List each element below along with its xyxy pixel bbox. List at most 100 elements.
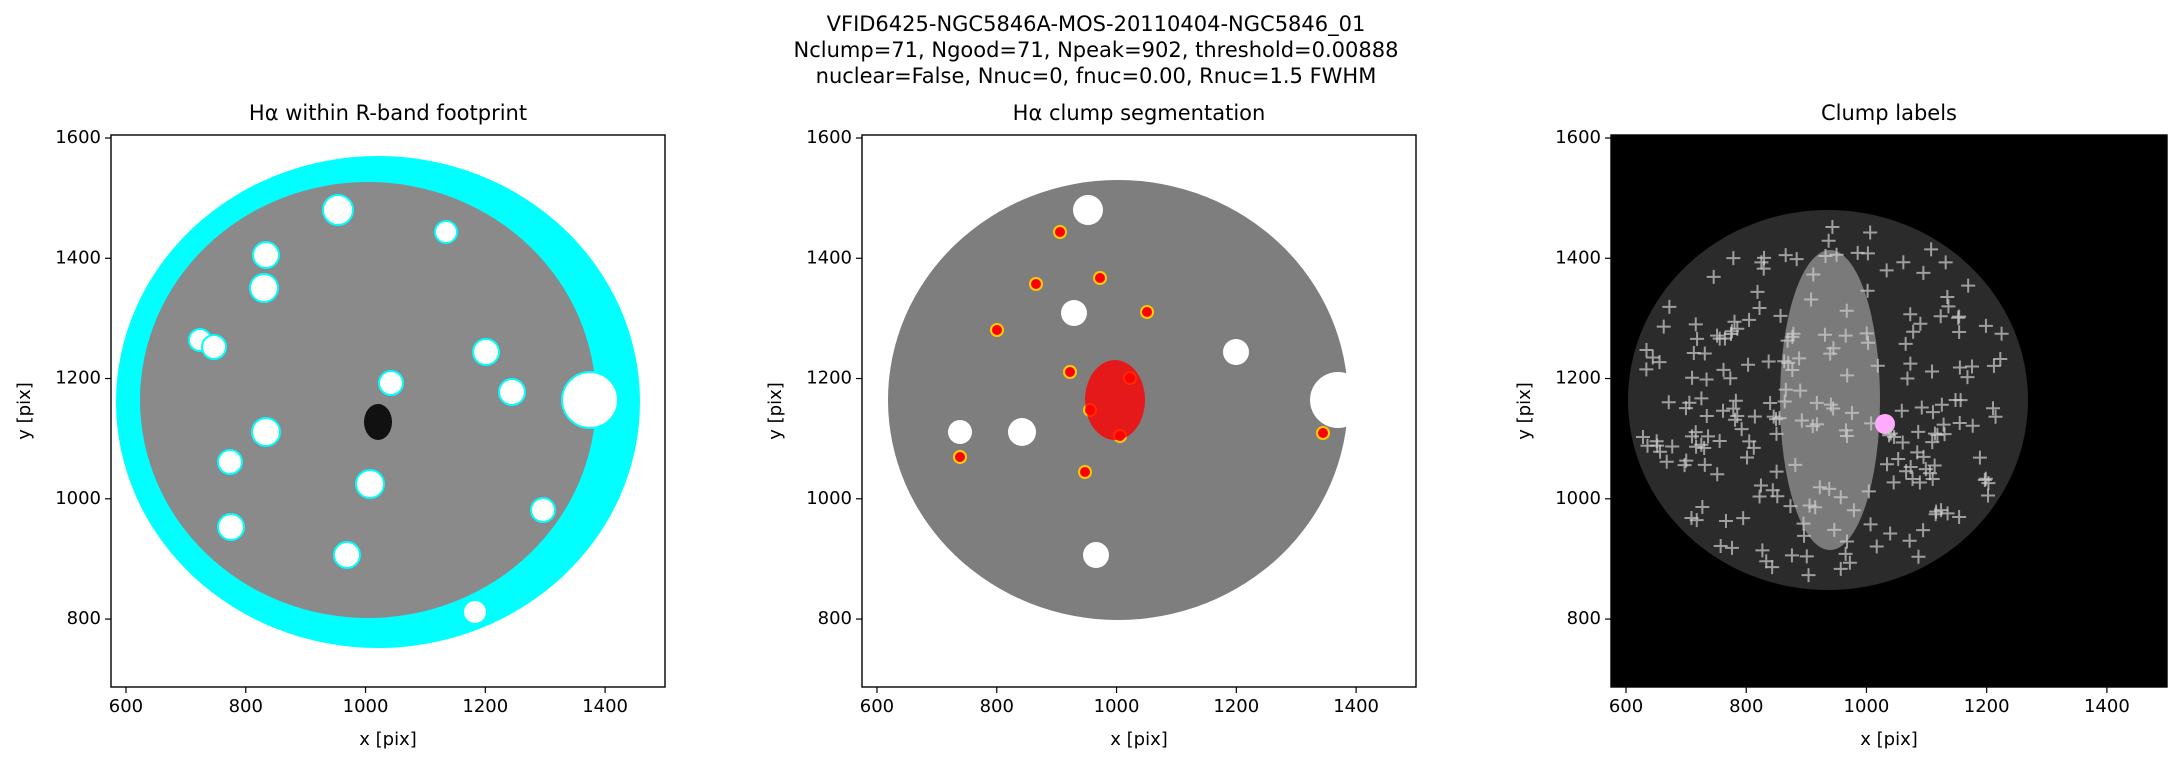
- label-cross: [1716, 362, 1731, 377]
- label-cross: [1773, 308, 1788, 323]
- label-cross: [1697, 440, 1712, 455]
- label-cross: [1898, 336, 1913, 351]
- label-cross: [1903, 460, 1918, 475]
- label-cross: [1713, 539, 1728, 554]
- x-tick-label: 1400: [2084, 696, 2130, 717]
- x-tick-label: 1200: [1213, 696, 1259, 717]
- label-cross: [1766, 409, 1781, 424]
- label-cross: [1913, 316, 1928, 331]
- x-tick-label: 1000: [1094, 696, 1140, 717]
- axes-title: Clump labels: [1821, 101, 1957, 125]
- label-cross: [1724, 540, 1739, 555]
- x-tick-label: 600: [1609, 696, 1643, 717]
- label-cross: [1730, 321, 1745, 336]
- y-tick-label: 800: [67, 608, 101, 629]
- label-cross: [1911, 549, 1926, 564]
- label-cross: [1752, 300, 1767, 315]
- label-cross: [1754, 255, 1769, 270]
- label-cross: [1833, 561, 1848, 576]
- x-tick-label: 1400: [582, 696, 628, 717]
- x-tick-label: 600: [109, 696, 143, 717]
- y-tick-label: 1400: [1555, 247, 1601, 268]
- label-cross: [1916, 265, 1931, 280]
- label-cross: [1912, 475, 1927, 490]
- label-cross: [1661, 395, 1676, 410]
- label-cross: [1649, 434, 1664, 449]
- label-cross: [1925, 405, 1940, 420]
- label-cross: [1861, 484, 1876, 499]
- axes-frame: [110, 134, 666, 688]
- label-cross: [1727, 314, 1742, 329]
- label-cross: [1903, 307, 1918, 322]
- label-cross: [1965, 418, 1980, 433]
- label-cross: [1818, 248, 1833, 263]
- label-cross: [1761, 354, 1776, 369]
- label-cross: [1742, 312, 1757, 327]
- label-cross: [1951, 310, 1966, 325]
- label-cross: [1794, 413, 1809, 428]
- label-cross: [1822, 481, 1837, 496]
- label-cross: [1645, 350, 1660, 365]
- label-cross: [1846, 503, 1861, 518]
- label-cross: [1785, 363, 1800, 378]
- label-cross: [1809, 395, 1824, 410]
- label-cross: [1699, 372, 1714, 387]
- x-tick-label: 800: [1729, 696, 1763, 717]
- y-tick-label: 1600: [1555, 127, 1601, 148]
- label-cross: [1864, 416, 1879, 431]
- label-cross: [1925, 364, 1940, 379]
- label-cross: [1801, 568, 1816, 583]
- label-cross: [1640, 438, 1655, 453]
- label-cross: [1778, 382, 1793, 397]
- label-cross: [1682, 395, 1697, 410]
- label-cross: [1799, 549, 1814, 564]
- y-axis-label: y [pix]: [14, 382, 35, 440]
- label-cross: [1777, 394, 1792, 409]
- label-cross: [1994, 326, 2009, 341]
- label-cross: [1805, 419, 1820, 434]
- label-cross: [1902, 533, 1917, 548]
- label-cross: [1886, 475, 1901, 490]
- label-cross: [1860, 283, 1875, 298]
- label-cross: [1905, 471, 1920, 486]
- label-cross: [1842, 555, 1857, 570]
- label-cross: [1900, 371, 1915, 386]
- label-cross: [1659, 454, 1674, 469]
- label-cross: [1768, 412, 1783, 427]
- label-cross: [1728, 393, 1743, 408]
- label-cross: [1986, 358, 2001, 373]
- label-cross: [1723, 371, 1738, 386]
- label-cross: [1882, 428, 1897, 443]
- y-tick-label: 1400: [55, 247, 101, 268]
- label-cross: [1752, 489, 1767, 504]
- label-cross: [1769, 464, 1784, 479]
- label-cross: [1838, 423, 1853, 438]
- x-axis-label: x [pix]: [1110, 729, 1168, 750]
- label-cross: [1911, 424, 1926, 439]
- label-cross: [1948, 393, 1963, 408]
- label-cross: [1988, 409, 2003, 424]
- label-cross: [1879, 263, 1894, 278]
- label-cross: [1783, 499, 1798, 514]
- y-axis-label: y [pix]: [1514, 382, 1535, 440]
- label-cross: [1734, 422, 1749, 437]
- label-cross: [1726, 401, 1741, 416]
- label-cross: [1742, 434, 1757, 449]
- x-tick-label: 1200: [462, 696, 508, 717]
- x-tick-label: 800: [980, 696, 1014, 717]
- label-cross: [1940, 290, 1955, 305]
- label-cross: [1716, 403, 1731, 418]
- x-tick-label: 1000: [1844, 696, 1890, 717]
- label-cross: [1914, 400, 1929, 415]
- y-tick-label: 1000: [1555, 488, 1601, 509]
- label-cross: [1965, 359, 1980, 374]
- label-cross: [1869, 539, 1884, 554]
- label-cross: [1891, 451, 1906, 466]
- label-cross: [1961, 278, 1976, 293]
- y-tick-label: 1000: [55, 488, 101, 509]
- label-cross: [1936, 417, 1951, 432]
- label-cross: [1804, 292, 1819, 307]
- label-cross: [1924, 242, 1939, 257]
- label-cross: [1753, 478, 1768, 493]
